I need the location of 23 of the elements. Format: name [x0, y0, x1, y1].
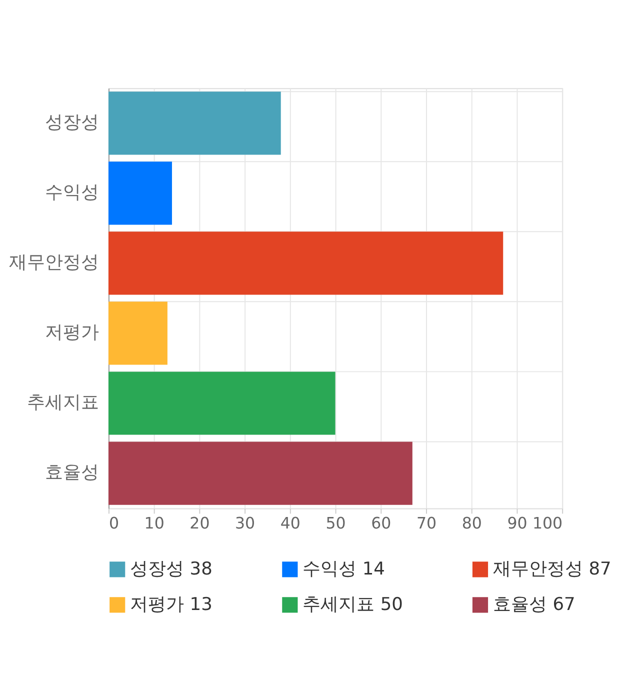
x-tick-label: 20: [190, 513, 210, 532]
x-tick-label: 60: [371, 513, 392, 532]
y-tick-label: 재무안정성: [9, 253, 100, 274]
legend-label: 효율성 67: [493, 594, 576, 615]
x-tick-label: 10: [144, 513, 164, 532]
y-tick-label: 효율성: [45, 463, 100, 484]
y-tick-label: 저평가: [45, 323, 100, 344]
x-tick-label: 70: [416, 513, 437, 532]
x-tick-label: 30: [235, 513, 256, 532]
y-tick-label: 추세지표: [27, 393, 100, 414]
legend-label: 재무안정성 87: [493, 559, 612, 580]
x-tick-label: 0: [108, 513, 119, 532]
legend-label: 추세지표 50: [302, 594, 403, 615]
x-tick-label: 100: [532, 513, 563, 532]
y-tick-label: 성장성: [45, 113, 100, 134]
x-tick-label: 90: [507, 513, 528, 532]
x-tick-label: 40: [280, 513, 300, 532]
y-tick-label: 수익성: [45, 183, 100, 204]
legend-label: 수익성 14: [302, 559, 385, 580]
x-tick-label: 50: [326, 513, 346, 532]
legend-label: 저평가 13: [130, 594, 212, 615]
legend-label: 성장성 38: [130, 559, 212, 580]
x-tick-label: 80: [462, 513, 482, 532]
